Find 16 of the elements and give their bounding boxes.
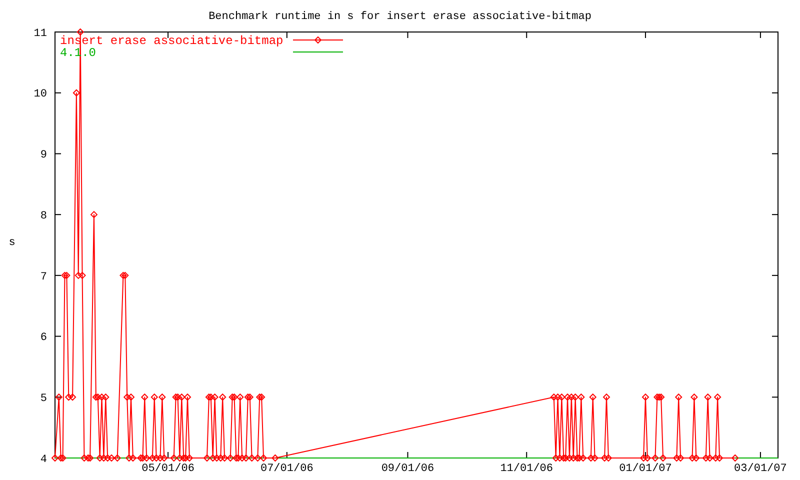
y-tick-label: 11 (34, 28, 48, 40)
x-tick-label: 05/01/06 (142, 463, 194, 475)
y-tick-label: 10 (34, 88, 47, 101)
y-tick-label: 6 (40, 332, 47, 344)
y-tick-label: 5 (40, 392, 47, 405)
x-tick-label: 07/01/06 (260, 463, 314, 475)
y-tick-label: 8 (40, 210, 47, 222)
y-tick-label: 9 (40, 150, 47, 162)
x-tick-label: 11/01/06 (500, 463, 554, 475)
y-tick-label: 4 (40, 454, 48, 466)
chart-title: Benchmark runtime in s for insert erase associative-bitmap (208, 11, 592, 23)
x-tick-label: 09/01/06 (381, 463, 434, 475)
y-tick-label: 7 (40, 271, 47, 284)
y-axis-title: s (8, 237, 16, 249)
x-tick-label: 03/01/07 (734, 463, 787, 475)
x-tick-label: 01/01/07 (619, 463, 672, 475)
